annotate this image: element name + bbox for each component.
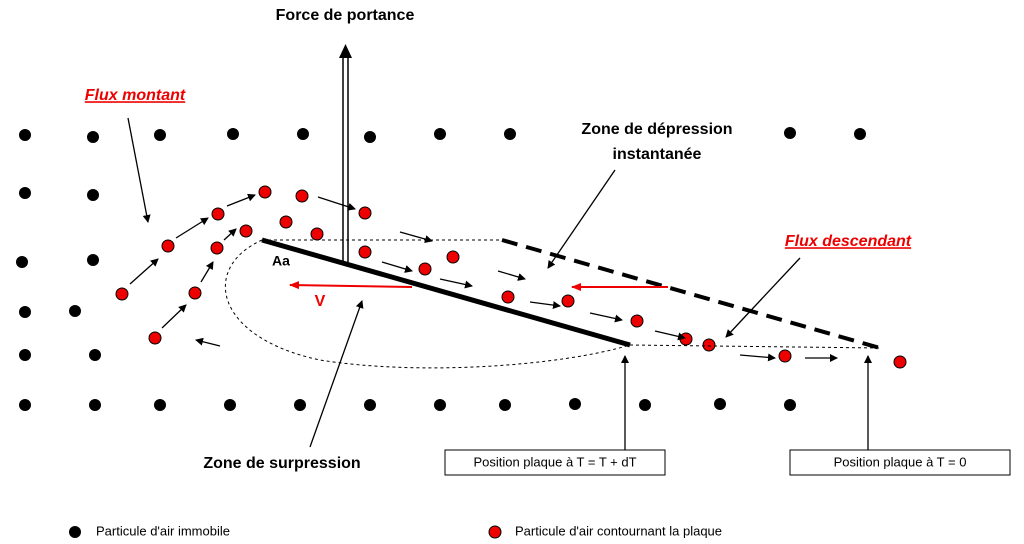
label: Zone de dépression	[581, 121, 732, 138]
moving-particles	[115, 185, 907, 369]
plate	[224, 237, 881, 369]
label: instantanée	[613, 146, 702, 163]
label-box	[444, 449, 666, 476]
legend-marker	[488, 525, 502, 539]
label: Position plaque à T = 0	[834, 454, 967, 469]
label-box	[789, 449, 1011, 476]
label: Zone de surpression	[203, 455, 360, 472]
label: Flux descendant	[785, 233, 912, 250]
lift-arrow	[339, 44, 352, 262]
flow-arrows	[127, 117, 872, 450]
velocity-arrow	[289, 281, 413, 290]
legend-marker	[69, 526, 81, 538]
still-particles	[16, 127, 866, 411]
legend-entry: Particule d'air contournant la plaque	[515, 523, 722, 538]
label: Position plaque à T = T + dT	[473, 454, 636, 469]
label: Force de portance	[276, 7, 415, 24]
label: Flux montant	[85, 87, 186, 104]
legend-entry: Particule d'air immobile	[96, 523, 230, 538]
label: V	[315, 293, 326, 310]
label: Aa	[272, 253, 290, 269]
